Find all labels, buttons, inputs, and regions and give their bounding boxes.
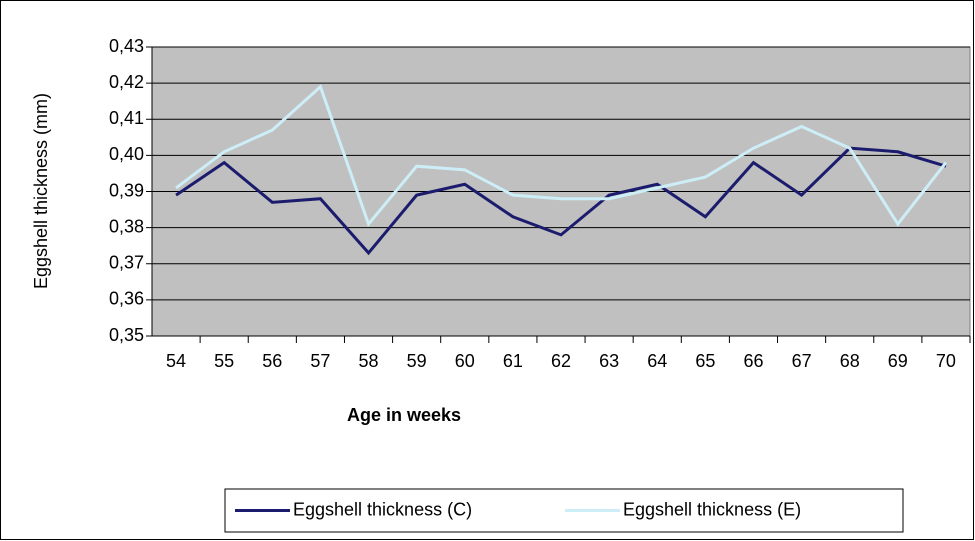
x-tick-label: 66	[743, 351, 763, 371]
y-tick-label: 0,42	[109, 72, 144, 92]
x-tick-label: 60	[455, 351, 475, 371]
x-tick-label: 61	[503, 351, 523, 371]
legend-box	[224, 488, 904, 533]
x-tick-label: 63	[599, 351, 619, 371]
y-tick-label: 0,43	[109, 36, 144, 56]
x-tick-label: 65	[695, 351, 715, 371]
y-tick-label: 0,37	[109, 253, 144, 273]
x-tick-label: 69	[888, 351, 908, 371]
x-tick-label: 56	[262, 351, 282, 371]
data-line	[175, 146, 947, 256]
x-tick-label: 68	[840, 351, 860, 371]
legend-label: Eggshell thickness (C)	[293, 499, 472, 519]
x-tick-label: 67	[792, 351, 812, 371]
x-axis-title: Age in weeks	[347, 405, 461, 425]
x-tick-label: 64	[647, 351, 667, 371]
y-tick-label: 0,38	[109, 216, 144, 236]
x-tick-label: 54	[166, 351, 186, 371]
x-tick-label: 57	[310, 351, 330, 371]
y-tick-label: 0,39	[109, 180, 144, 200]
y-tick-label: 0,40	[109, 144, 144, 164]
legend-label: Eggshell thickness (E)	[623, 499, 801, 519]
y-axis-title: Eggshell thickness (mm)	[31, 93, 51, 289]
data-line	[175, 84, 948, 228]
x-tick-label: 62	[551, 351, 571, 371]
x-tick-label: 70	[936, 351, 956, 371]
x-tick-label: 55	[214, 351, 234, 371]
y-tick-label: 0,41	[109, 108, 144, 128]
x-tick-label: 58	[359, 351, 379, 371]
x-tick-label: 59	[407, 351, 427, 371]
y-tick-label: 0,35	[109, 325, 144, 345]
y-tick-label: 0,36	[109, 289, 144, 309]
